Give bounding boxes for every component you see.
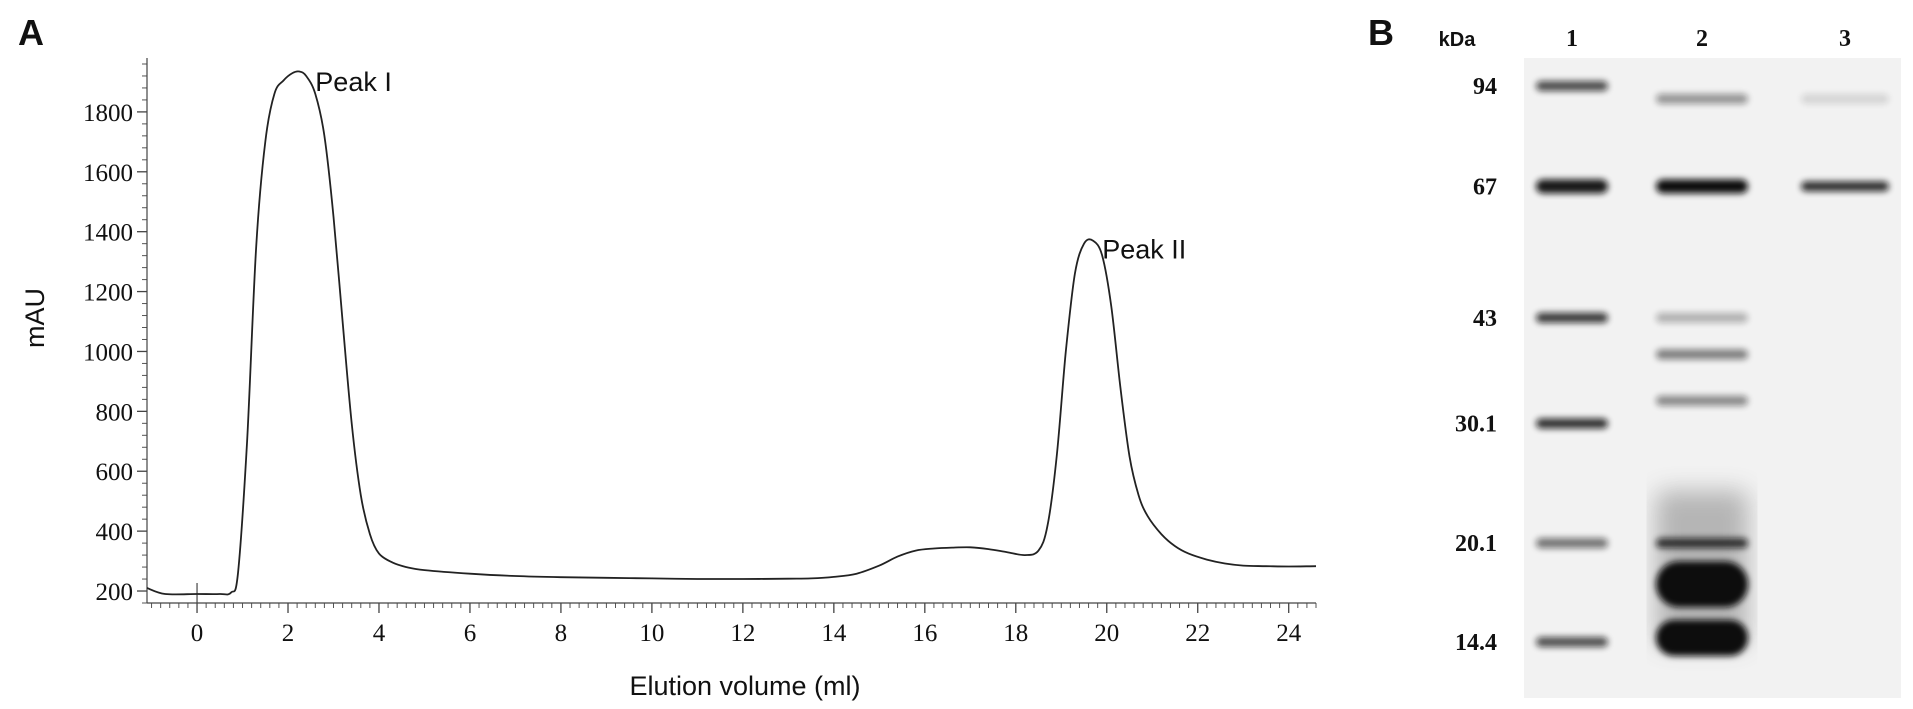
chromatogram-trace [146, 70, 1317, 596]
gel-band [1536, 418, 1608, 429]
gel-band [1656, 561, 1748, 608]
gel-marker-label: 94 [1473, 74, 1497, 100]
y-axis-label: mAU [20, 288, 50, 348]
y-tick-label: 200 [96, 579, 134, 606]
gel-band [1656, 312, 1748, 323]
x-tick-label: 2 [282, 620, 295, 647]
x-tick-label: 0 [191, 620, 204, 647]
peak-i-label: Peak I [315, 67, 392, 97]
y-tick-label: 600 [96, 459, 134, 486]
x-tick-label: 20 [1094, 620, 1119, 647]
x-tick-label: 12 [730, 620, 755, 647]
y-tick-label: 1000 [83, 339, 133, 366]
kda-label: kDa [1439, 29, 1477, 51]
gel-marker-label: 20.1 [1455, 531, 1497, 557]
y-tick-label: 800 [96, 399, 134, 426]
x-tick-label: 16 [912, 620, 937, 647]
panel-b-label: B [1368, 12, 1394, 53]
gel-marker-label: 67 [1473, 174, 1497, 200]
gel-lane-label: 1 [1566, 26, 1578, 52]
x-tick-label: 4 [373, 620, 386, 647]
gel-band [1801, 181, 1889, 192]
gel-band [1536, 179, 1608, 194]
y-tick-label: 1200 [83, 280, 133, 307]
gel-band [1656, 93, 1748, 104]
chart-ticks [137, 63, 1317, 613]
x-tick-label: 8 [555, 620, 568, 647]
gel-band [1656, 619, 1748, 656]
panel-a-label: A [18, 12, 44, 53]
chromatogram-chart: 0 2 4 6 8 10 12 14 16 18 20 22 242004006008001000120… [20, 58, 1317, 701]
x-axis-label: Elution volume (ml) [629, 671, 860, 701]
gel-bands [1536, 81, 1889, 656]
gel-band [1656, 538, 1748, 549]
gel-marker-label: 30.1 [1455, 411, 1497, 437]
gel-lane-label: 3 [1839, 26, 1851, 52]
x-tick-label: 10 [639, 620, 664, 647]
x-tick-label: 22 [1185, 620, 1210, 647]
gel-marker-label: 43 [1473, 306, 1497, 332]
y-tick-label: 1600 [83, 160, 133, 187]
x-tick-label: 14 [821, 620, 847, 647]
gel-lane-labels: 1 2 3 [1566, 26, 1851, 52]
peak-ii-label: Peak II [1102, 235, 1186, 265]
gel-band [1801, 93, 1889, 104]
gel-band [1536, 637, 1608, 647]
y-tick-label: 1800 [83, 100, 133, 127]
y-tick-label: 400 [96, 519, 134, 546]
gel-band [1536, 312, 1608, 323]
x-tick-label: 18 [1003, 620, 1028, 647]
panel-a: A 0 2 4 6 8 10 12 14 16 18 20 22 2420040060080010001… [18, 12, 1317, 701]
chart-tick-labels: 0 2 4 6 8 10 12 14 16 18 20 22 242004006008001000120… [83, 100, 1302, 647]
gel-band [1656, 395, 1748, 406]
gel-lane-label: 2 [1696, 26, 1708, 52]
gel-marker-label: 14.4 [1455, 630, 1497, 656]
gel-image [1524, 58, 1901, 698]
x-tick-label: 24 [1276, 620, 1302, 647]
gel-marker-labels: 94 67 43 30.1 20.1 14.4 [1455, 74, 1497, 656]
gel-band [1536, 81, 1608, 91]
panel-b: B kDa 1 2 3 94 67 43 30.1 20.1 14.4 [1368, 12, 1901, 698]
x-tick-label: 6 [464, 620, 477, 647]
gel-band [1656, 349, 1748, 360]
y-tick-label: 1400 [83, 220, 133, 247]
gel-band [1656, 179, 1748, 194]
gel-band [1536, 538, 1608, 549]
peak-annotations: Peak I Peak II [315, 67, 1186, 265]
